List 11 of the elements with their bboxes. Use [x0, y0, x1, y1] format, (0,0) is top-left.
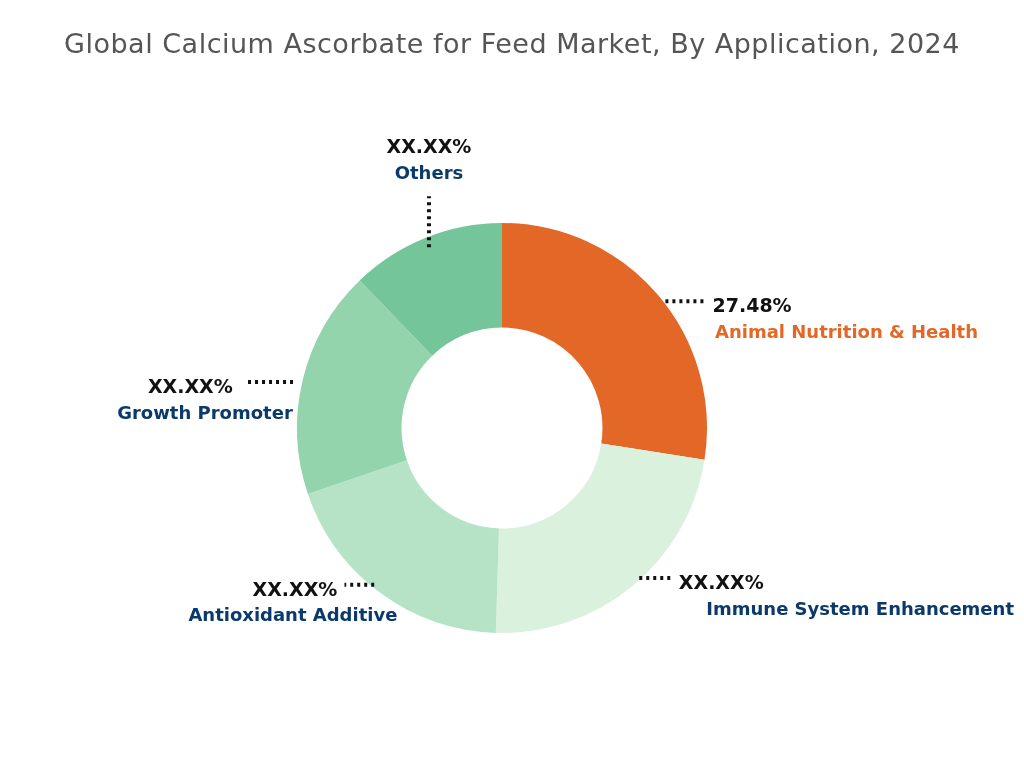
- chart-title: Global Calcium Ascorbate for Feed Market, By Application, 2024: [63, 28, 961, 59]
- slice-label: Antioxidant Additive: [188, 604, 398, 626]
- data-label: XX.XX%: [147, 375, 233, 398]
- data-label: XX.XX%: [386, 135, 472, 158]
- data-label: 27.48%: [712, 294, 792, 317]
- data-label: XX.XX%: [678, 571, 764, 594]
- data-label: XX.XX%: [252, 577, 338, 600]
- slice-label: Growth Promoter: [117, 401, 293, 423]
- slice-label: Immune System Enhancement: [706, 597, 1015, 619]
- slice-label: Others: [394, 161, 464, 183]
- slice-label: Animal Nutrition & Health: [715, 320, 978, 342]
